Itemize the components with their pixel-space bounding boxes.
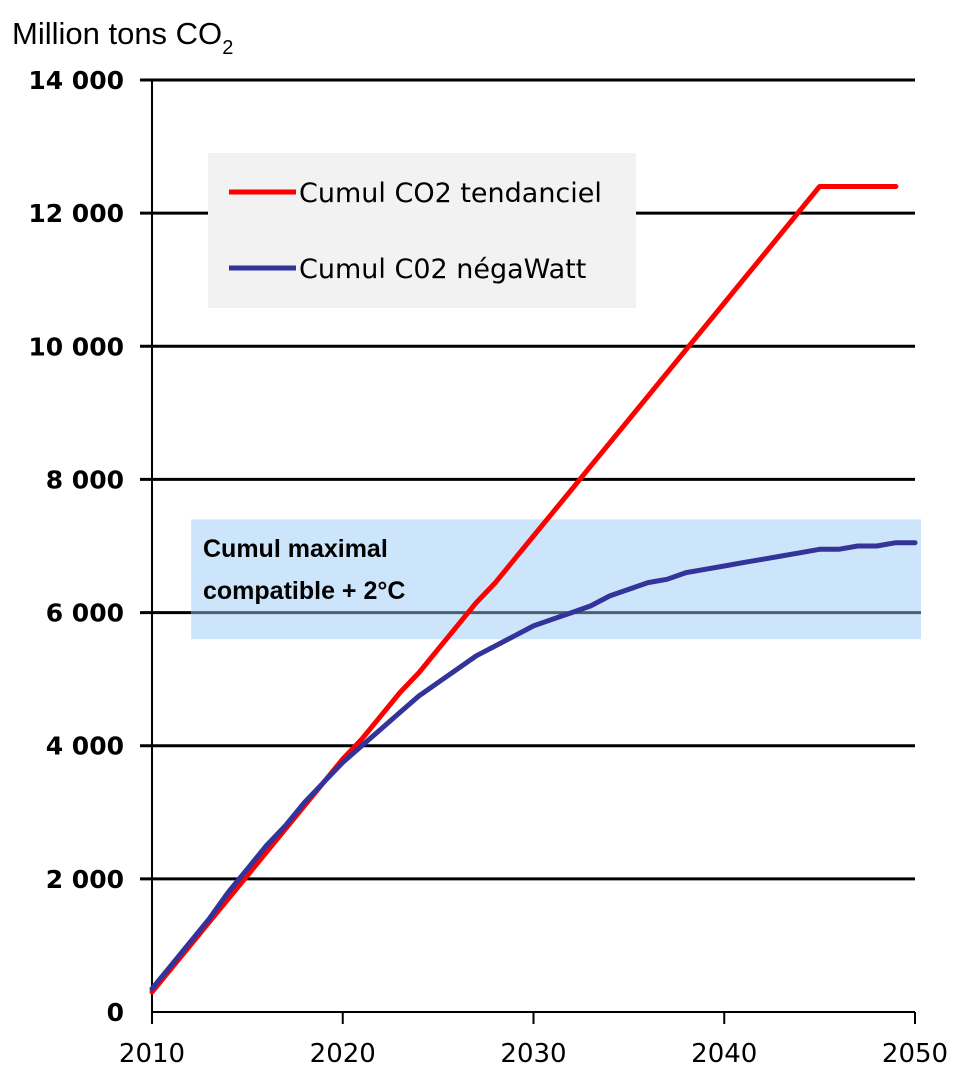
y-tick-label-3: 6 000 <box>46 599 124 628</box>
x-tick-label-4: 2050 <box>882 1039 948 1069</box>
y-tick-label-7: 14 000 <box>28 66 124 95</box>
x-tick-label-3: 2040 <box>691 1039 757 1069</box>
y-tick-label-0: 0 <box>107 998 124 1027</box>
y-tick-label-2: 4 000 <box>46 732 124 761</box>
band-label-line1: Cumul maximal <box>203 535 388 563</box>
legend-label-negawatt: Cumul C02 négaWatt <box>299 254 586 285</box>
x-tick-label-1: 2020 <box>310 1039 376 1069</box>
band-label-line2: compatible + 2°C <box>203 577 405 605</box>
y-axis-unit-title: Million tons CO2 <box>12 16 233 59</box>
x-tick-label-2: 2030 <box>500 1039 566 1069</box>
y-tick-labels: 0 2 000 4 000 6 000 8 000 10 000 12 000 14 000 <box>28 66 124 1027</box>
x-ticks <box>151 1012 916 1024</box>
y-tick-label-6: 12 000 <box>28 199 124 228</box>
x-tick-label-0: 2010 <box>119 1039 185 1069</box>
y-tick-label-1: 2 000 <box>46 865 124 894</box>
legend-box <box>208 153 636 308</box>
series-line-negawatt <box>149 540 918 992</box>
y-tick-label-5: 10 000 <box>28 332 124 361</box>
y-tick-label-4: 8 000 <box>46 465 124 494</box>
x-tick-labels: 2010 2020 2030 2040 2050 <box>119 1039 948 1069</box>
legend-label-tendanciel: Cumul CO2 tendanciel <box>299 178 602 209</box>
series-line-tendanciel <box>149 184 899 995</box>
